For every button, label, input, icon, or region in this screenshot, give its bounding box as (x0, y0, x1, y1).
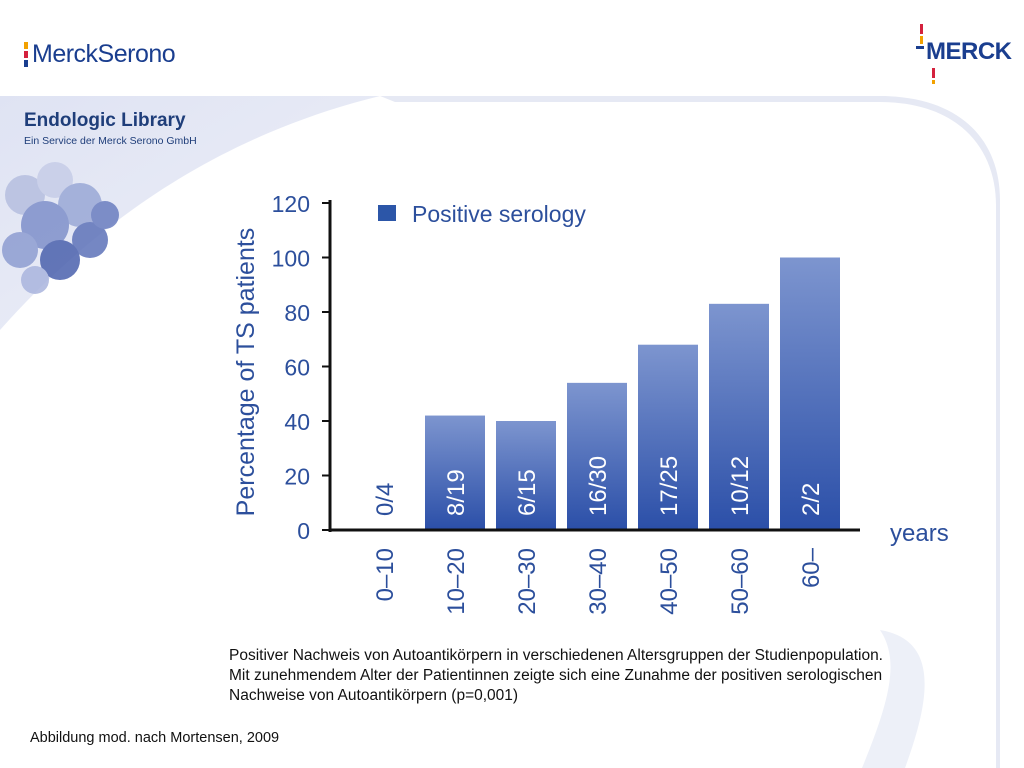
library-subtitle: Ein Service der Merck Serono GmbH (24, 135, 197, 147)
bar (425, 415, 485, 530)
merck-serono-logo: MerckSerono (24, 40, 176, 69)
y-axis-label: Percentage of TS patients (232, 228, 260, 517)
caption-line-2: Mit zunehmendem Alter der Patientinnen z… (229, 667, 883, 684)
x-tick-label: 20–30 (514, 548, 541, 615)
x-tick-label: 50–60 (727, 548, 754, 615)
caption-line-3: Nachweise von Autoantikörpern (p=0,001) (229, 687, 519, 704)
legend-label: Positive serology (412, 201, 586, 227)
bar-data-label: 16/30 (585, 456, 612, 516)
bar (709, 303, 769, 530)
logo-bars-icon (24, 42, 28, 67)
y-tick-label: 0 (297, 518, 310, 544)
legend-square-icon (378, 205, 396, 221)
library-title: Endologic Library (24, 110, 186, 131)
x-tick-label: 0–10 (372, 548, 399, 601)
molecule-image (2, 162, 119, 294)
bar (567, 382, 627, 530)
bar-data-label: 0/4 (372, 483, 399, 516)
y-tick-label: 100 (272, 246, 310, 272)
figure-source: Abbildung mod. nach Mortensen, 2009 (30, 730, 280, 746)
merck-cross-icon (916, 24, 935, 84)
bar-data-label: 2/2 (798, 483, 825, 516)
y-tick-label: 60 (284, 355, 310, 381)
y-tick-label: 120 (272, 191, 310, 217)
y-tick-label: 80 (284, 300, 310, 326)
bar-data-label: 17/25 (656, 456, 683, 516)
bar-data-label: 10/12 (727, 456, 754, 516)
figure-caption: Positiver Nachweis von Autoantikörpern i… (229, 646, 959, 706)
bar-data-label: 8/19 (443, 469, 470, 516)
y-tick-label: 40 (284, 409, 310, 435)
bar-data-label: 6/15 (514, 469, 541, 516)
logo-right-text: MERCK (926, 38, 1012, 65)
bar (780, 257, 840, 530)
bar (638, 344, 698, 530)
x-tick-label: 40–50 (656, 548, 683, 615)
x-tick-label: 30–40 (585, 548, 612, 615)
bar (496, 421, 556, 530)
x-tick-label: 10–20 (443, 548, 470, 615)
caption-line-1: Positiver Nachweis von Autoantikörpern i… (229, 647, 883, 664)
x-axis-label: years (890, 520, 949, 547)
y-tick-label: 20 (284, 464, 310, 490)
logo-left-text: MerckSerono (32, 40, 176, 68)
x-tick-label: 60– (798, 547, 825, 588)
merck-logo: MERCK (916, 24, 1012, 84)
